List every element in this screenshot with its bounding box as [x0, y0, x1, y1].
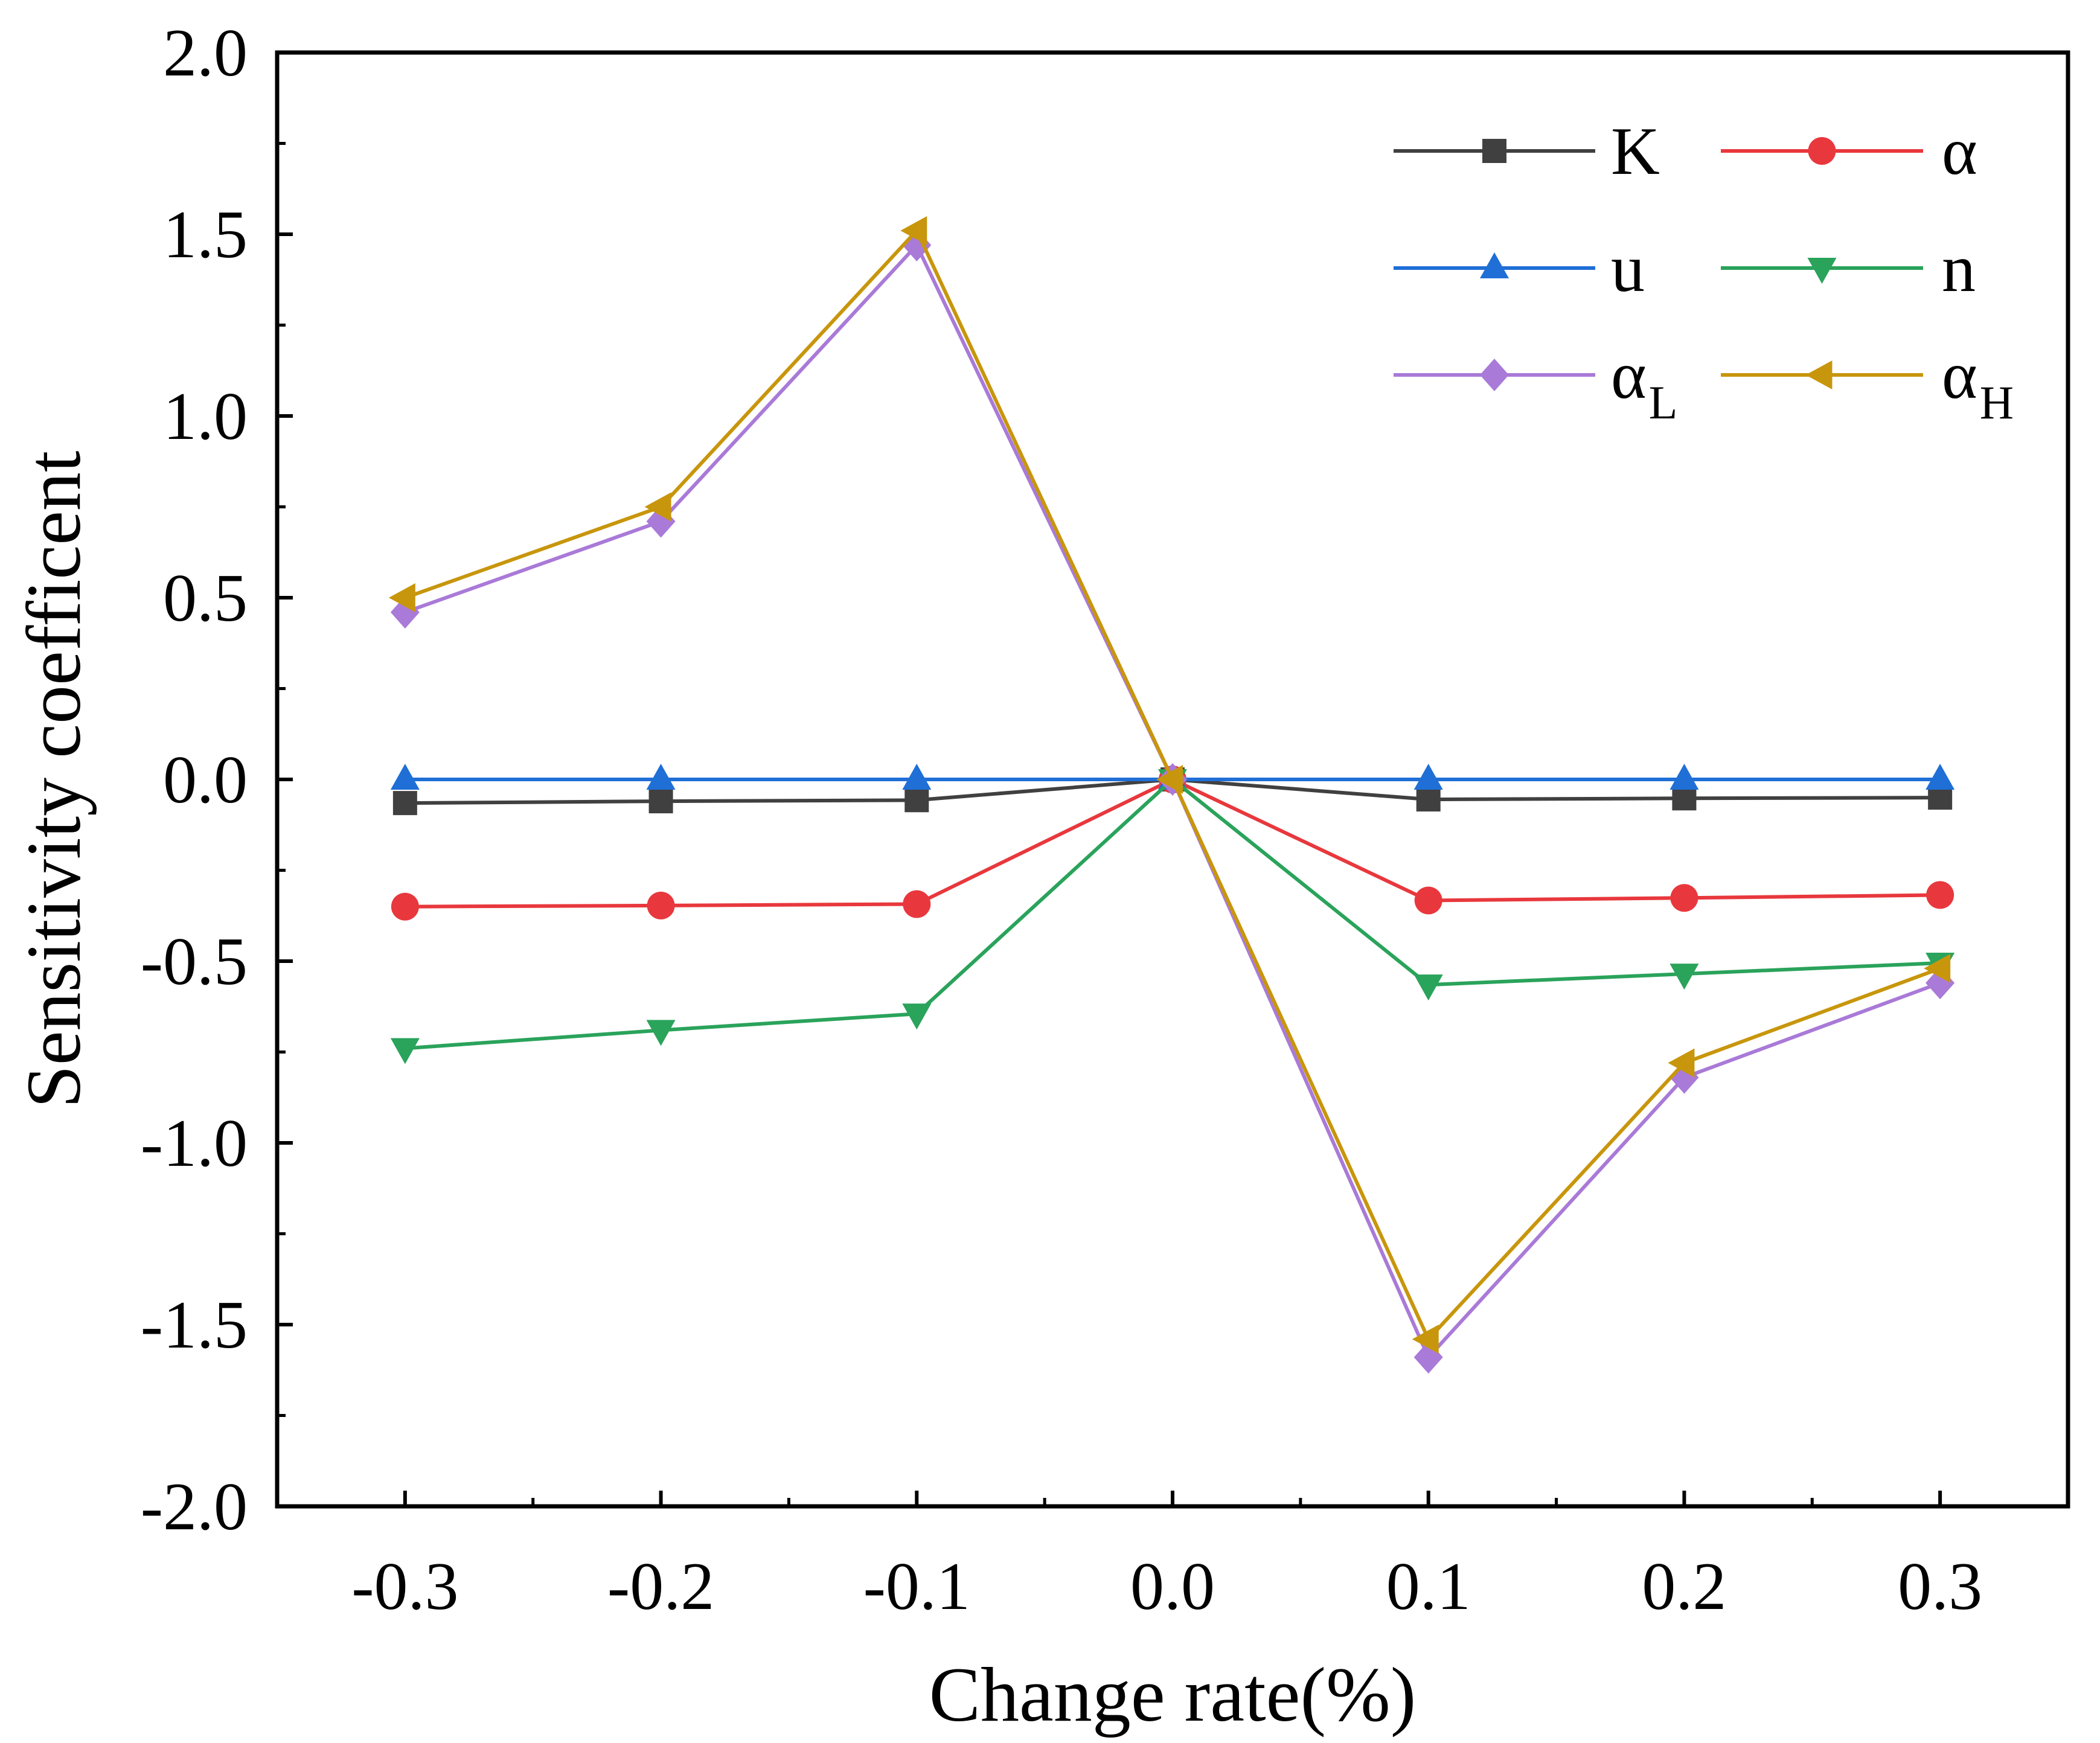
- y-axis-title: Sensitivity coefficent: [11, 451, 97, 1108]
- y-tick-label: 1.0: [163, 379, 248, 454]
- data-point: [1412, 1325, 1439, 1354]
- legend-marker: [1808, 137, 1836, 165]
- legend-label-subscript: H: [1980, 376, 2014, 429]
- data-point: [392, 791, 417, 816]
- data-point: [390, 1038, 420, 1064]
- axes-layer: -0.3 -0.2 -0.1 0.0 0.1 0.2 0.3 2.0 1.5 1.0 0.5 0.0 -…: [141, 16, 1982, 1624]
- data-point: [1926, 881, 1954, 909]
- data-point: [902, 1003, 932, 1030]
- legend-label-main: α: [1942, 114, 1977, 189]
- legend-label-main: α: [1611, 338, 1647, 413]
- data-point: [646, 764, 676, 790]
- x-tick-label: 0.1: [1386, 1549, 1471, 1624]
- data-point: [904, 788, 929, 813]
- legend-item: n: [1721, 231, 1976, 306]
- data-point: [1669, 764, 1699, 790]
- legend-label: u: [1611, 231, 1645, 306]
- legend-marker: [1807, 258, 1837, 284]
- data-point: [390, 764, 420, 790]
- legend-label: α: [1942, 114, 1977, 189]
- legend-label: n: [1942, 231, 1976, 306]
- y-tick-label: 0.0: [163, 743, 248, 817]
- data-point: [1668, 1048, 1695, 1078]
- x-tick-label: -0.1: [863, 1549, 970, 1624]
- x-tick-label: -0.2: [607, 1549, 714, 1624]
- legend-marker: [1805, 360, 1833, 389]
- data-point: [900, 216, 927, 245]
- y-tick-label: 1.5: [163, 197, 248, 272]
- data-point: [1416, 787, 1441, 812]
- data-point: [388, 583, 415, 612]
- legend-item: αL: [1394, 338, 1677, 429]
- legend-label-main: α: [1942, 338, 1977, 413]
- y-tick-label: -0.5: [141, 924, 248, 999]
- y-tick-label: -1.0: [141, 1106, 248, 1181]
- data-point: [902, 764, 932, 790]
- y-tick-label: 2.0: [163, 16, 248, 91]
- x-axis-title: Change rate(%): [929, 1652, 1417, 1738]
- legend-label-main: K: [1611, 114, 1660, 189]
- series-layer: [388, 216, 1955, 1374]
- legend-item: K: [1394, 114, 1660, 189]
- data-point: [1926, 764, 1955, 790]
- x-tick-label: 0.3: [1898, 1549, 1982, 1624]
- legend-label-main: n: [1942, 231, 1976, 306]
- legend-label-main: u: [1611, 231, 1645, 306]
- x-tick-label: 0.0: [1130, 1549, 1215, 1624]
- y-tick-label: -1.5: [141, 1288, 248, 1363]
- data-point: [644, 492, 671, 522]
- y-tick-label: -2.0: [141, 1470, 248, 1544]
- data-point: [391, 892, 419, 921]
- legend-marker: [1480, 359, 1509, 391]
- legend-marker: [1482, 139, 1506, 163]
- data-point: [646, 1020, 676, 1046]
- legend-label: αH: [1942, 338, 2014, 429]
- y-tick-label: 0.5: [163, 561, 248, 636]
- data-point: [1413, 974, 1443, 1001]
- data-point: [648, 789, 673, 814]
- legend-item: αH: [1721, 338, 2014, 429]
- legend-marker: [1480, 252, 1509, 278]
- legend-label: K: [1611, 114, 1660, 189]
- data-point: [1672, 786, 1697, 811]
- legend-label: αL: [1611, 338, 1677, 429]
- data-point: [1413, 764, 1443, 790]
- data-point: [1669, 964, 1699, 990]
- data-point: [1670, 884, 1698, 912]
- legend-label-subscript: L: [1649, 376, 1678, 429]
- series-α-H: [388, 216, 1951, 1354]
- legend-item: u: [1394, 231, 1645, 306]
- data-point: [1156, 765, 1183, 794]
- data-point: [647, 891, 675, 919]
- data-point: [903, 890, 931, 918]
- x-tick-label: 0.2: [1642, 1549, 1726, 1624]
- x-tick-label: -0.3: [351, 1549, 458, 1624]
- legend-item: α: [1721, 114, 1977, 189]
- data-point: [1414, 886, 1442, 915]
- data-point: [1924, 954, 1951, 983]
